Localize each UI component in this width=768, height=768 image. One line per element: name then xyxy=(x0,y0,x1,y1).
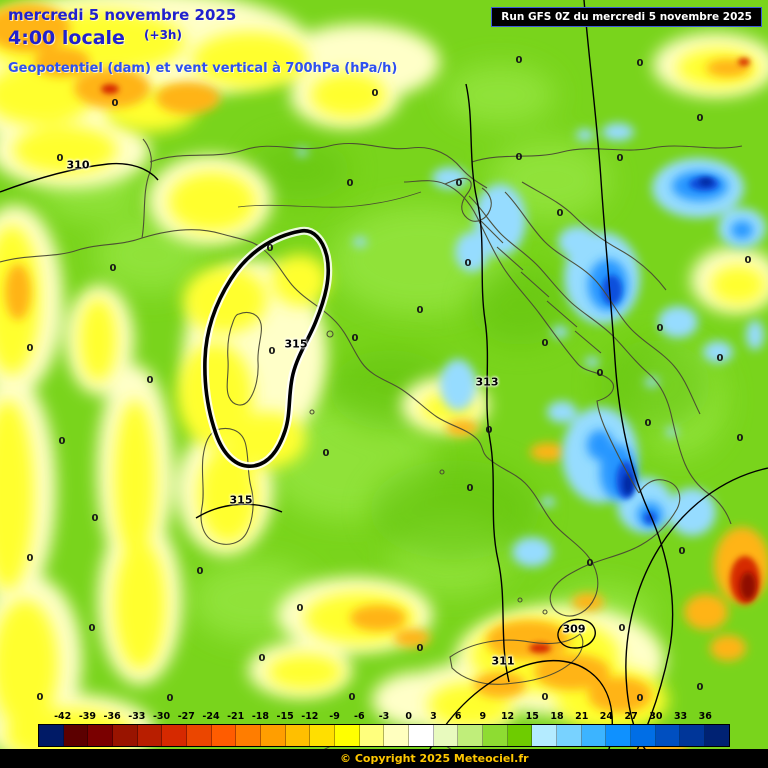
forecast-offset-label: (+3h) xyxy=(144,28,182,42)
colorbar-cell xyxy=(680,725,706,746)
colorbar-tick: 12 xyxy=(500,711,515,722)
colorbar-tick: -3 xyxy=(378,711,390,722)
colorbar-cell xyxy=(162,725,188,746)
colorbar-cell xyxy=(458,725,484,746)
colorbar-cell xyxy=(285,725,311,746)
time-row: 4:00 locale (+3h) xyxy=(8,27,397,49)
colorbar-cell xyxy=(433,725,459,746)
coastline-layer xyxy=(0,138,743,768)
colorbar-cell xyxy=(310,725,336,746)
colorbar-tick: 9 xyxy=(479,711,487,722)
colorbar-tick: 3 xyxy=(430,711,437,722)
colorbar-tick: 36 xyxy=(698,711,712,722)
colorbar-tick: -24 xyxy=(202,711,220,722)
descent-blue-layer xyxy=(587,171,753,528)
colorbar-cell xyxy=(359,725,385,746)
colorbar-tick: -6 xyxy=(354,711,365,722)
colorbar-cell xyxy=(63,725,89,746)
colorbar-cell xyxy=(211,725,237,746)
colorbar-cell xyxy=(137,725,163,746)
colorbar-tick: -36 xyxy=(103,711,121,722)
colorbar-ticks: -42 -39 -36 -33 -30 -27 -24 -21 -18 -15 -12 -9 -6 -3 0… xyxy=(38,710,730,723)
colorbar xyxy=(38,724,730,747)
colorbar-wrap: -42 -39 -36 -33 -30 -27 -24 -21 -18 -15 -12 -9 -6 -3 0… xyxy=(38,710,730,747)
colorbar-tick: -39 xyxy=(78,711,97,722)
colorbar-cell xyxy=(655,725,681,746)
colorbar-cell xyxy=(39,725,64,746)
colorbar-tick: 24 xyxy=(599,711,614,722)
colorbar-tick: -15 xyxy=(276,711,294,722)
footer-strip: © Copyright 2025 Meteociel.fr xyxy=(0,749,768,768)
colorbar-tick: 6 xyxy=(454,711,462,722)
colorbar-tick: 0 xyxy=(405,711,413,722)
colorbar-cell xyxy=(705,725,729,746)
colorbar-tick: -30 xyxy=(152,711,171,722)
colorbar-cell xyxy=(631,725,656,746)
colorbar-cell xyxy=(581,725,607,746)
colorbar-cell xyxy=(88,725,114,746)
colorbar-cell xyxy=(335,725,360,746)
colorbar-tick: -21 xyxy=(227,711,245,722)
colorbar-cell xyxy=(113,725,138,746)
date-label: mercredi 5 novembre 2025 xyxy=(8,6,237,24)
colorbar-tick: 27 xyxy=(624,711,638,722)
colorbar-cell xyxy=(507,725,533,746)
ascent-maroon-core xyxy=(740,572,756,600)
colorbar-tick: 15 xyxy=(525,711,539,722)
colorbar-cell xyxy=(384,725,410,746)
map-header: mercredi 5 novembre 2025 4:00 locale (+3… xyxy=(8,6,397,76)
colorbar-cell xyxy=(483,725,508,746)
colorbar-cell xyxy=(187,725,212,746)
run-info-box: Run GFS 0Z du mercredi 5 novembre 2025 xyxy=(491,7,762,27)
colorbar-tick: -33 xyxy=(128,711,146,722)
colorbar-cell xyxy=(557,725,582,746)
colorbar-tick: -42 xyxy=(54,711,72,722)
time-label: 4:00 locale xyxy=(8,27,125,49)
colorbar-tick: -12 xyxy=(301,711,319,722)
colorbar-tick: 21 xyxy=(575,711,589,722)
colorbar-tick: 30 xyxy=(649,711,663,722)
contour-315-thick xyxy=(203,229,331,468)
colorbar-cell xyxy=(409,725,434,746)
copyright-label: © Copyright 2025 Meteociel.fr xyxy=(340,752,529,765)
colorbar-tick: -27 xyxy=(177,711,195,722)
colorbar-cell xyxy=(606,725,632,746)
colorbar-tick: -9 xyxy=(329,711,340,722)
colorbar-tick: 18 xyxy=(550,711,564,722)
colorbar-cell xyxy=(236,725,262,746)
map-title: Geopotentiel (dam) et vent vertical à 70… xyxy=(8,61,398,76)
colorbar-tick: -18 xyxy=(251,711,270,722)
colorbar-tick: 33 xyxy=(673,711,688,722)
colorbar-cell xyxy=(261,725,286,746)
colorbar-cell xyxy=(532,725,558,746)
